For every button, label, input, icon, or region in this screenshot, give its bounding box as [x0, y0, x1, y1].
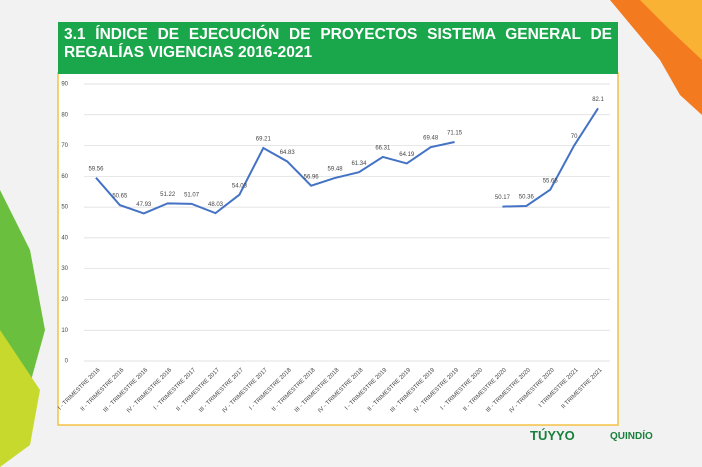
y-tick-label: 30: [61, 266, 68, 272]
data-label: 50.36: [519, 195, 535, 201]
data-label: 61.34: [351, 161, 367, 167]
y-tick-label: 70: [61, 143, 68, 149]
y-tick-label: 90: [61, 82, 68, 88]
data-label: 55.65: [543, 178, 559, 184]
data-label: 64.19: [399, 152, 415, 158]
data-label: 56.96: [304, 174, 320, 180]
data-label: 66.31: [375, 145, 391, 151]
logo: TÚYYO: [530, 428, 575, 443]
data-label: 51.07: [184, 192, 200, 198]
data-label: 50.17: [495, 195, 511, 201]
y-tick-label: 60: [61, 174, 68, 180]
data-label: 70: [571, 134, 578, 140]
data-label: 59.48: [328, 167, 344, 173]
data-label: 71.15: [447, 131, 463, 137]
data-label: 69.21: [256, 137, 272, 143]
data-label: 64.83: [280, 150, 296, 156]
chart-title: 3.1 ÍNDICE DE EJECUCIÓN DE PROYECTOS SIS…: [58, 22, 618, 74]
data-label: 51.22: [160, 192, 176, 198]
y-tick-label: 50: [61, 205, 68, 211]
y-tick-label: 20: [61, 297, 68, 303]
y-tick-label: 40: [61, 235, 68, 241]
data-label: 50.65: [112, 194, 128, 200]
data-label: 59.56: [88, 166, 104, 172]
logo: QUINDÍO: [610, 431, 653, 442]
data-label: 54.03: [232, 183, 248, 189]
slide: 0102030405060708090I - TRIMESTRE 2016II …: [0, 0, 702, 467]
data-label: 48.03: [208, 202, 224, 208]
y-tick-label: 10: [61, 328, 68, 334]
data-label: 69.48: [423, 136, 439, 142]
y-tick-label: 80: [61, 112, 68, 118]
data-label: 82.1: [592, 97, 604, 103]
data-label: 47.93: [136, 202, 152, 208]
